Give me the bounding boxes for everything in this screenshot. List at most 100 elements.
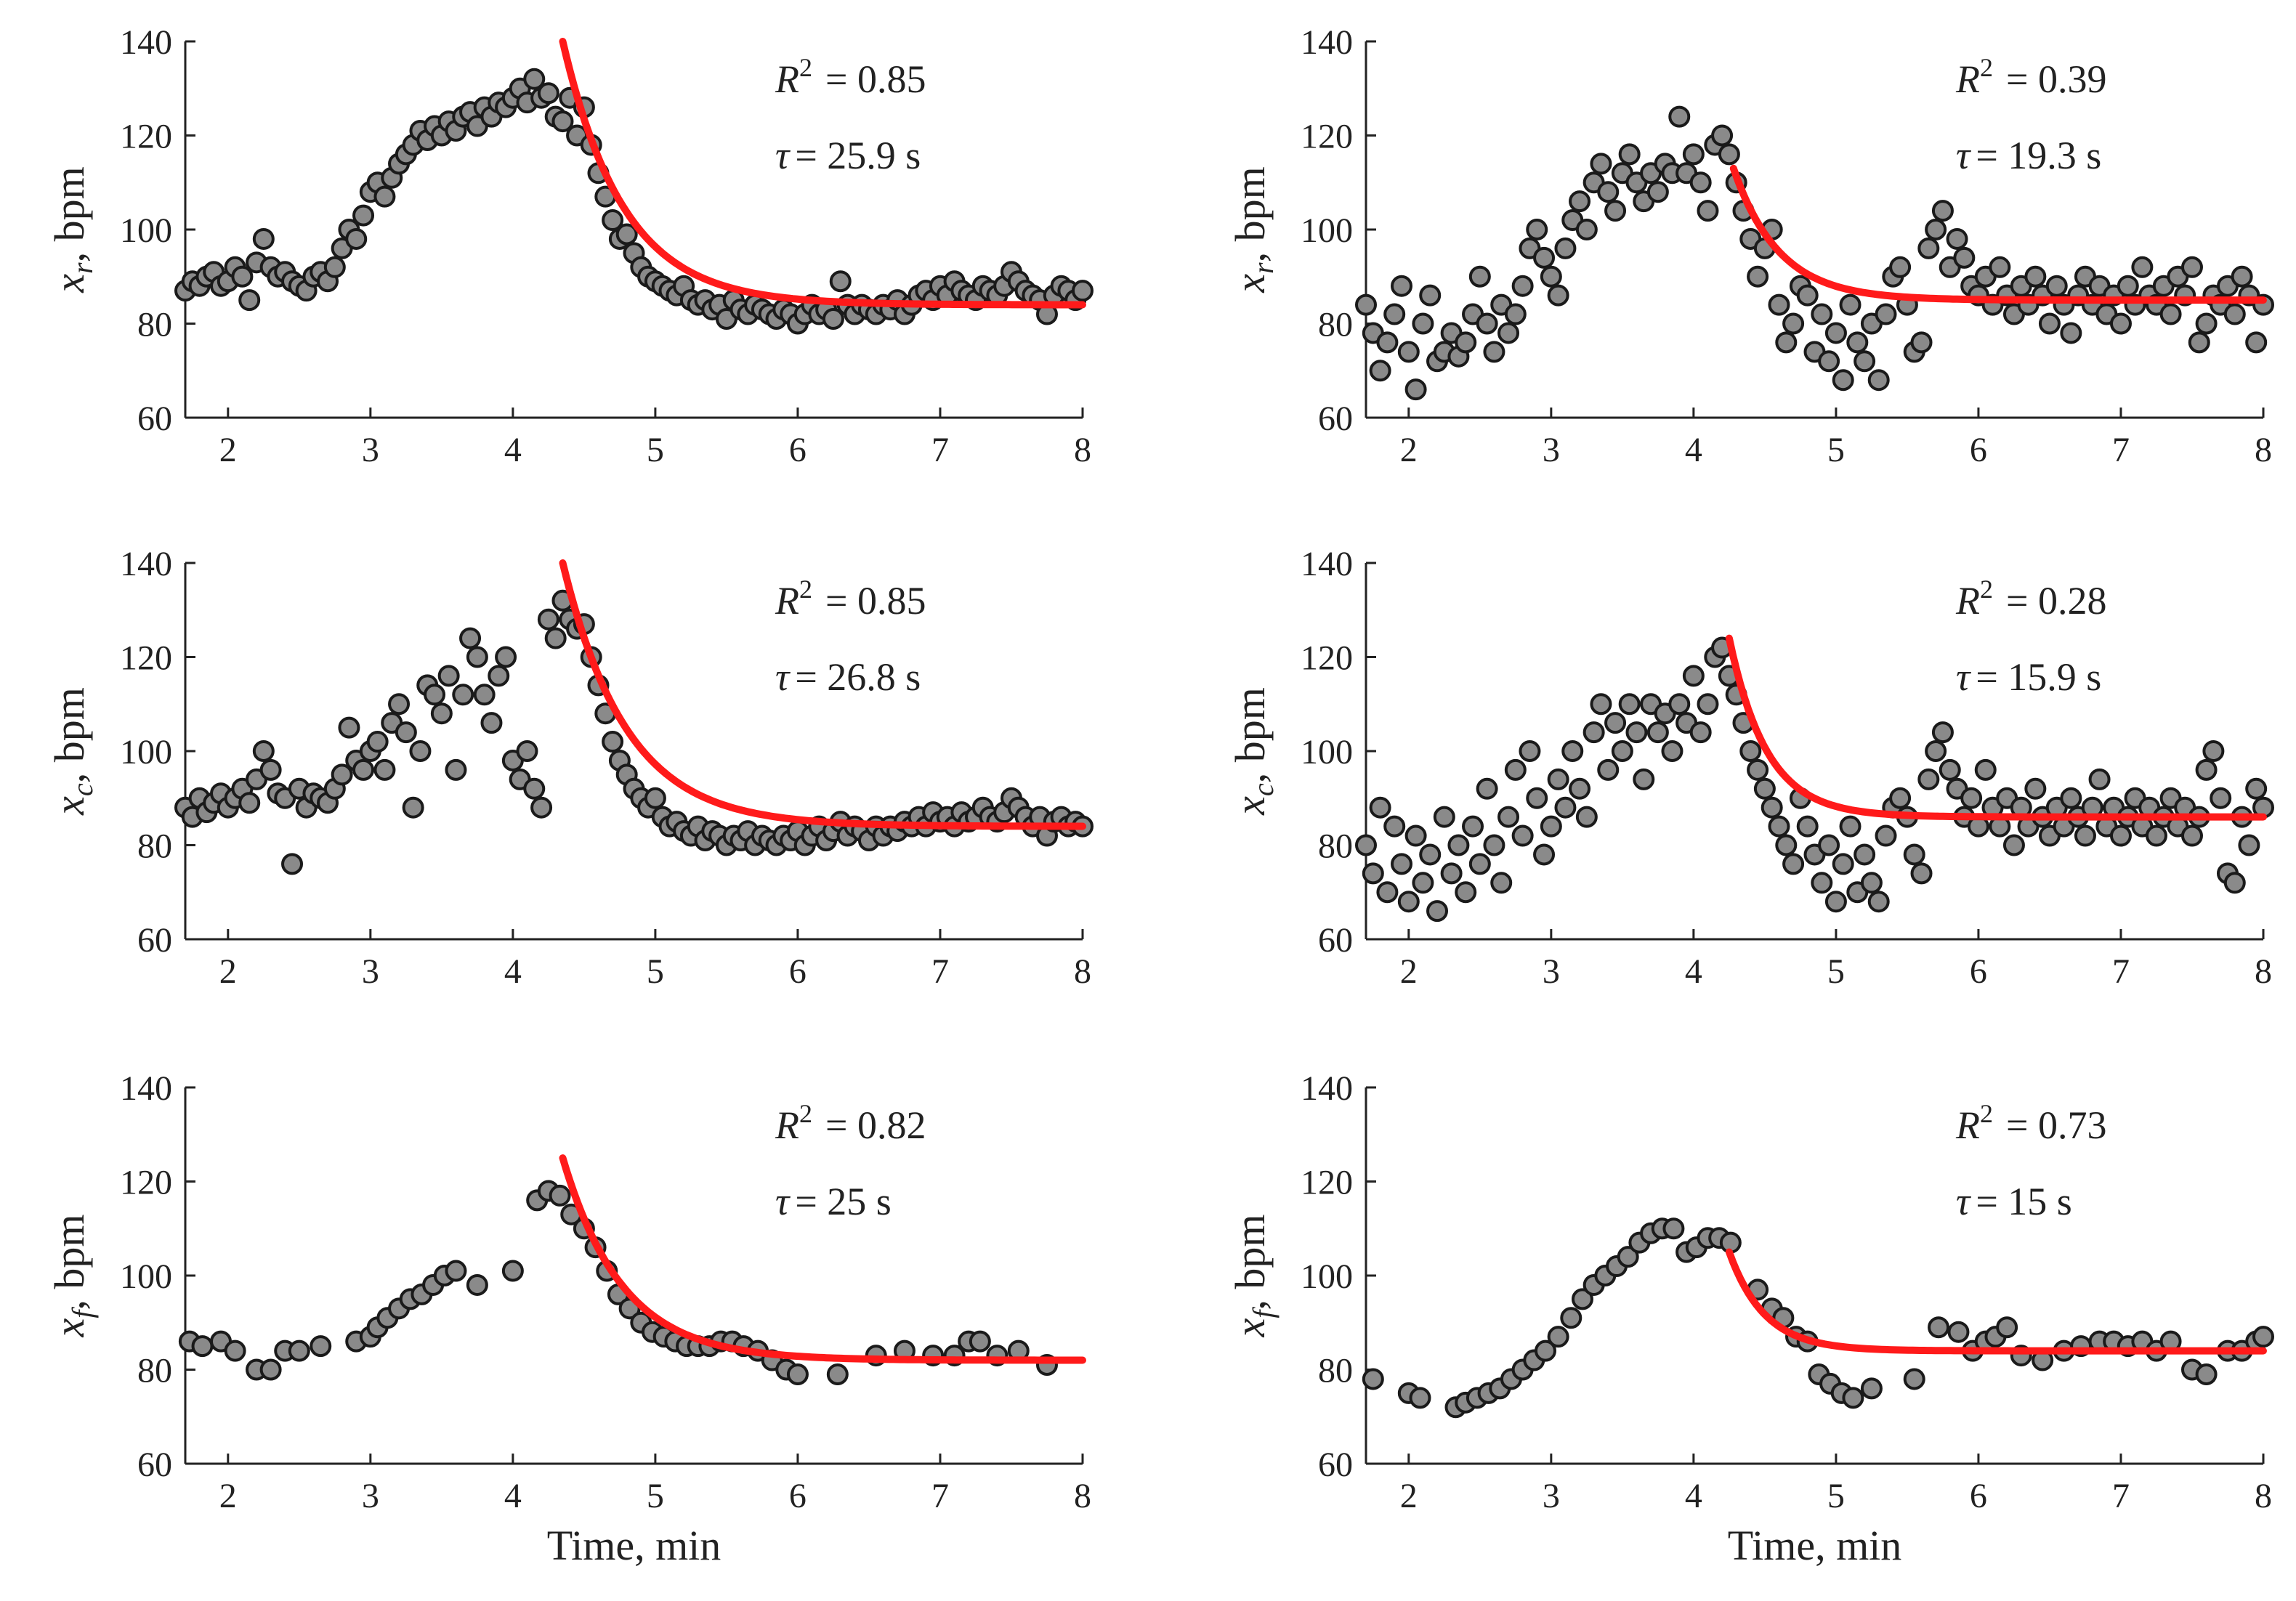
exponential-fit-curve [559,38,1086,309]
r-squared-symbol: R [1955,57,1980,101]
data-point [1404,824,1427,847]
tau-annotation: τ = 25 s [775,1180,892,1223]
data-point [530,796,553,819]
y-tick-label: 100 [1301,733,1353,771]
data-point [1811,872,1833,894]
data-point [1668,693,1691,716]
data-point [1440,862,1463,885]
data-point [1383,815,1406,838]
tau-symbol: τ [775,134,791,177]
data-point [1931,200,1954,222]
data-point [1867,369,1890,392]
data-point [1917,237,1940,259]
y-tick-label: 80 [1318,306,1353,344]
y-axis-label-var: x [46,1318,93,1338]
data-point [1925,219,1947,240]
data-point [2159,303,2182,325]
data-point [1889,256,1912,278]
data-point [466,646,488,668]
y-tick-label: 60 [137,1446,172,1484]
data-point [1824,891,1847,913]
data-point [1768,815,1790,838]
x-tick-label: 6 [789,431,807,469]
x-tick-label: 3 [1543,952,1560,991]
data-point [1796,815,1819,838]
data-point [1355,834,1377,856]
tau-symbol: τ [775,1180,791,1223]
data-point [1875,303,1897,325]
x-tick-label: 6 [789,952,807,991]
tau-value: = 15.9 s [1976,655,2101,699]
data-point [1974,758,1997,781]
x-tick-label: 4 [504,431,522,469]
x-tick-label: 2 [219,431,237,469]
data-point [1369,796,1391,819]
x-tick-label: 4 [504,1477,522,1515]
data-point [288,1339,310,1362]
data-point [1996,1316,2018,1339]
y-axis-label-var: x [46,274,93,293]
x-tick-label: 3 [1543,431,1560,469]
data-point [1560,1307,1582,1329]
data-point [2195,758,2218,781]
y-axis-label-var: x [1226,1318,1274,1338]
data-point [1947,1321,1970,1343]
data-point [1832,853,1854,875]
y-tick-label: 120 [1301,118,1353,156]
tau-symbol: τ [1956,655,1971,699]
x-tick-label: 5 [647,952,664,991]
r-squared-value: = 0.85 [825,579,926,623]
y-tick-label: 140 [1301,545,1353,583]
x-tick-label: 7 [931,952,949,991]
data-point [2038,312,2061,335]
data-point [252,227,275,250]
data-point [822,308,844,331]
r-squared-exponent: 2 [1980,575,1993,604]
r-squared-value: = 0.28 [2006,579,2106,623]
x-tick-label: 2 [219,952,237,991]
data-point [1397,341,1420,363]
data-point [1569,190,1591,213]
data-point [1476,777,1498,800]
x-tick-label: 2 [1400,1477,1418,1515]
r-squared-exponent: 2 [799,1099,812,1128]
data-point [1747,265,1769,288]
data-point [2195,1363,2218,1385]
data-point [1842,1387,1864,1409]
data-point [2245,331,2268,354]
x-tick-label: 6 [1970,431,1987,469]
data-point [1533,246,1556,269]
tau-value: = 25.9 s [795,134,921,177]
data-point [2074,824,2096,847]
data-point [1519,740,1541,762]
data-point [1561,740,1584,762]
x-tick-label: 2 [1400,952,1418,991]
data-point [1739,740,1762,762]
data-point [1761,796,1783,819]
data-point [1554,237,1577,259]
r-squared-exponent: 2 [799,575,812,604]
y-tick-label: 120 [120,1164,172,1202]
data-point [1917,768,1940,790]
tau-symbol: τ [1956,134,1971,177]
data-point [2024,265,2047,288]
data-point [2109,824,2132,847]
data-point [1668,105,1691,128]
y-tick-label: 120 [1301,639,1353,678]
data-point [644,787,666,809]
x-tick-label: 7 [2112,431,2130,469]
tau-value: = 25 s [795,1180,891,1223]
data-point [1839,293,1862,316]
exponential-fit-curve [1725,1248,2267,1355]
data-point [1554,796,1577,819]
data-point [1611,740,1633,762]
data-point [445,758,467,781]
data-point [2002,834,2025,856]
data-point [1355,293,1377,316]
y-axis-label: xc, bpm [46,687,99,816]
data-point [551,110,574,133]
data-point [1590,153,1612,175]
data-point [1661,740,1683,762]
data-point [1633,768,1655,790]
data-point [1511,275,1534,297]
